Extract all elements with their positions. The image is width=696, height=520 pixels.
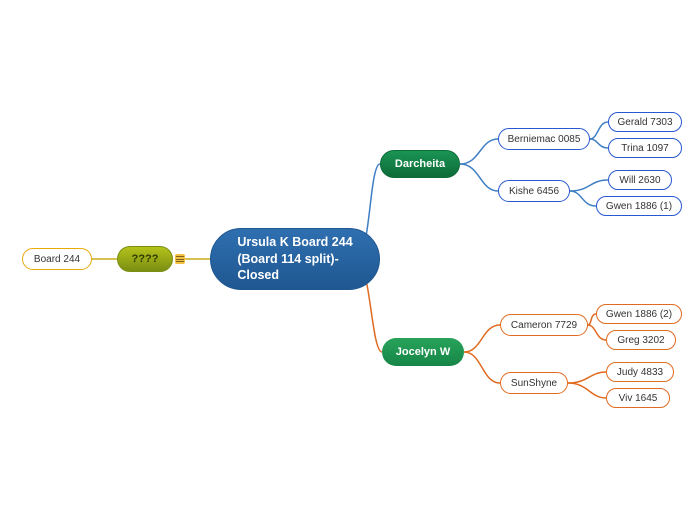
node-label: Greg 3202 — [617, 335, 664, 346]
node-label: Trina 1097 — [621, 143, 668, 154]
node-viv[interactable]: Viv 1645 — [606, 388, 670, 408]
node-judy[interactable]: Judy 4833 — [606, 362, 674, 382]
node-label: Berniemac 0085 — [508, 134, 581, 145]
node-label: Ursula K Board 244(Board 114 split)-Clos… — [237, 234, 352, 285]
note-icon — [175, 254, 185, 264]
node-label: Judy 4833 — [617, 367, 663, 378]
node-label: Will 2630 — [619, 175, 660, 186]
node-label: Jocelyn W — [396, 346, 450, 358]
node-kishe[interactable]: Kishe 6456 — [498, 180, 570, 202]
node-berniemac[interactable]: Berniemac 0085 — [498, 128, 590, 150]
node-label: ???? — [132, 253, 159, 265]
node-gwen1[interactable]: Gwen 1886 (1) — [596, 196, 682, 216]
node-central[interactable]: Ursula K Board 244(Board 114 split)-Clos… — [210, 228, 380, 290]
node-label: Viv 1645 — [619, 393, 658, 404]
node-will[interactable]: Will 2630 — [608, 170, 672, 190]
node-jocelyn[interactable]: Jocelyn W — [382, 338, 464, 366]
node-trina[interactable]: Trina 1097 — [608, 138, 682, 158]
node-label: Kishe 6456 — [509, 186, 559, 197]
node-gwen2[interactable]: Gwen 1886 (2) — [596, 304, 682, 324]
node-sunshyne[interactable]: SunShyne — [500, 372, 568, 394]
node-label: Board 244 — [34, 254, 80, 265]
node-label: Gwen 1886 (2) — [606, 309, 672, 320]
node-board244[interactable]: Board 244 — [22, 248, 92, 270]
node-label: Gerald 7303 — [617, 117, 672, 128]
node-cameron[interactable]: Cameron 7729 — [500, 314, 588, 336]
node-label: Cameron 7729 — [511, 320, 577, 331]
node-gerald[interactable]: Gerald 7303 — [608, 112, 682, 132]
node-unknown[interactable]: ???? — [117, 246, 173, 272]
node-darcheita[interactable]: Darcheita — [380, 150, 460, 178]
node-label: Gwen 1886 (1) — [606, 201, 672, 212]
node-label: Darcheita — [395, 158, 445, 170]
node-label: SunShyne — [511, 378, 557, 389]
node-greg[interactable]: Greg 3202 — [606, 330, 676, 350]
